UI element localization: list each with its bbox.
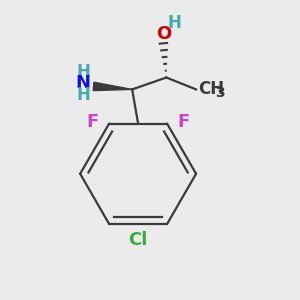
Text: F: F: [87, 113, 99, 131]
Text: Cl: Cl: [128, 231, 148, 249]
Text: CH: CH: [198, 80, 225, 98]
Text: H: H: [168, 14, 182, 32]
Polygon shape: [93, 82, 132, 91]
Text: O: O: [156, 26, 171, 44]
Text: N: N: [76, 74, 91, 92]
Text: H: H: [76, 86, 90, 104]
Text: 3: 3: [215, 86, 225, 100]
Text: H: H: [76, 63, 90, 81]
Text: F: F: [177, 113, 190, 131]
